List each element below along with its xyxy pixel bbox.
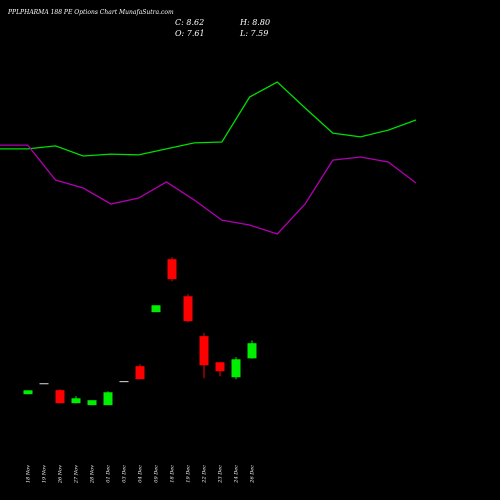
x-tick-label: 22 Dec — [202, 465, 208, 484]
low-label: L: 7.59 — [239, 29, 268, 38]
candle-body — [183, 296, 193, 322]
candle-body — [167, 259, 177, 280]
x-tick-label: 18 Nov — [26, 465, 32, 483]
x-tick-label: 19 Nov — [42, 465, 48, 483]
x-tick-label: 24 Dec — [234, 465, 240, 484]
x-tick-label: 23 Dec — [218, 465, 224, 484]
candle-body — [39, 383, 49, 385]
x-tick-label: 18 Dec — [170, 465, 176, 483]
candle-body — [119, 381, 129, 383]
candle-body — [135, 366, 145, 380]
candle-body — [151, 305, 161, 313]
candle-body — [87, 400, 97, 406]
x-tick-label: 09 Dec — [154, 465, 160, 483]
x-tick-label: 01 Dec — [106, 465, 112, 483]
x-tick-label: 27 Nov — [74, 465, 80, 484]
overlay-line — [0, 81, 417, 157]
x-tick-label: 19 Dec — [186, 465, 192, 483]
x-tick-label: 26 Nov — [58, 465, 64, 484]
x-tick-label: 26 Dec — [250, 465, 256, 484]
open-label: O: 7.61 — [175, 29, 205, 38]
x-tick-label: 28 Nov — [90, 465, 96, 484]
candle-body — [23, 390, 33, 395]
x-tick-label: 03 Dec — [122, 465, 128, 483]
candle-body — [247, 343, 257, 359]
overlay-line — [0, 144, 417, 235]
candle-body — [103, 392, 113, 406]
candle-body — [71, 398, 81, 404]
high-label: H: 8.80 — [239, 18, 270, 27]
chart-title: PPLPHARMA 188 PE Options Chart MunafaSut… — [7, 9, 174, 16]
candle-body — [215, 362, 225, 372]
candle-body — [55, 390, 65, 404]
close-label: C: 8.62 — [175, 18, 204, 27]
x-tick-label: 04 Dec — [138, 465, 144, 483]
candle-body — [231, 359, 241, 378]
candle-body — [199, 336, 209, 366]
